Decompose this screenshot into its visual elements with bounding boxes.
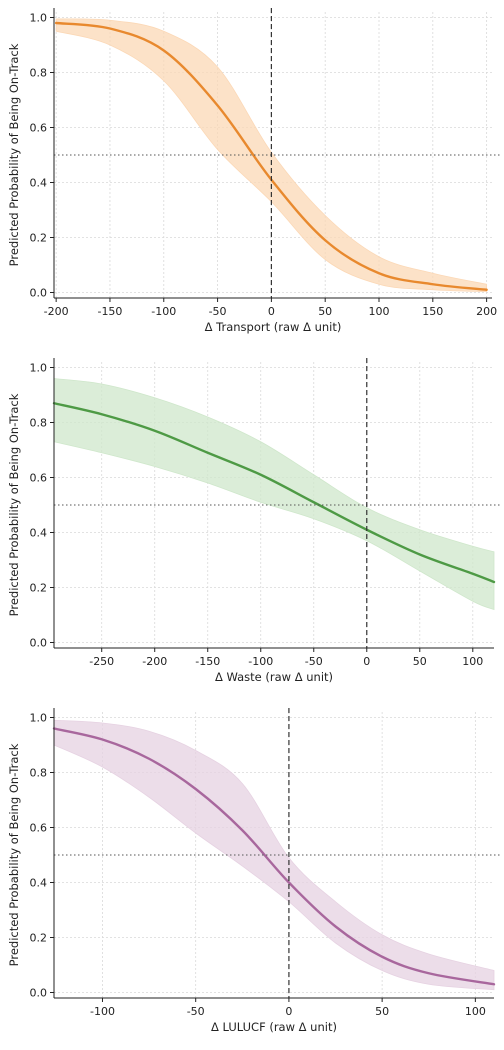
x-tick-label: 50 xyxy=(318,305,332,318)
y-tick-label: 0.6 xyxy=(30,122,48,135)
y-tick-label: 0.4 xyxy=(30,177,48,190)
x-tick-label: 0 xyxy=(285,1005,292,1018)
x-tick-label: -50 xyxy=(209,305,227,318)
y-tick-label: 0.8 xyxy=(30,417,48,430)
y-tick-label: 0.0 xyxy=(30,987,48,1000)
y-tick-label: 1.0 xyxy=(30,362,48,375)
y-tick-label: 0.2 xyxy=(30,232,48,245)
y-tick-label: 0.0 xyxy=(30,637,48,650)
y-tick-label: 0.6 xyxy=(30,472,48,485)
x-tick-label: 200 xyxy=(476,305,497,318)
y-axis-label: Predicted Probability of Being On-Track xyxy=(7,393,21,616)
x-tick-label: -100 xyxy=(90,1005,115,1018)
y-tick-label: 0.2 xyxy=(30,582,48,595)
x-axis-label: Δ LULUCF (raw Δ unit) xyxy=(211,1020,337,1034)
x-tick-label: -100 xyxy=(248,655,273,668)
x-tick-label: -150 xyxy=(195,655,220,668)
y-tick-label: 1.0 xyxy=(30,712,48,725)
y-tick-label: 0.4 xyxy=(30,527,48,540)
chart-waste: -250 -200 -150 -100 -50 0 50 100 0.0 0.2 0.4 0.6 0.8… xyxy=(7,358,502,684)
y-tick-label: 1.0 xyxy=(30,12,48,25)
x-tick-label: -200 xyxy=(44,305,69,318)
x-tick-label: -50 xyxy=(305,655,323,668)
x-tick-label: 100 xyxy=(369,305,390,318)
x-tick-label: 100 xyxy=(462,655,483,668)
grid xyxy=(54,12,492,298)
grid xyxy=(54,712,494,998)
x-tick-label: 150 xyxy=(422,305,443,318)
x-tick-label: -250 xyxy=(89,655,114,668)
series-line xyxy=(52,727,496,986)
x-tick-label: -200 xyxy=(142,655,167,668)
x-axis-label: Δ Waste (raw Δ unit) xyxy=(215,670,333,684)
confidence-band xyxy=(53,378,495,611)
x-tick-label: 50 xyxy=(375,1005,389,1018)
y-tick-label: 0.4 xyxy=(30,877,48,890)
chart-lulucf: -100 -50 0 50 100 0.0 0.2 0.4 0.6 0.8 1.0 Δ LULUCF … xyxy=(7,708,502,1034)
y-tick-label: 0.8 xyxy=(30,767,48,780)
y-tick-label: 0.0 xyxy=(30,287,48,300)
x-tick-label: -150 xyxy=(97,305,122,318)
x-tick-label: -50 xyxy=(187,1005,205,1018)
y-axis-label: Predicted Probability of Being On-Track xyxy=(7,743,21,966)
y-tick-label: 0.8 xyxy=(30,67,48,80)
x-axis-label: Δ Transport (raw Δ unit) xyxy=(205,320,342,334)
x-tick-label: -100 xyxy=(151,305,176,318)
y-tick-label: 0.2 xyxy=(30,932,48,945)
x-tick-label: 0 xyxy=(268,305,275,318)
series-line xyxy=(52,402,496,584)
x-tick-label: 100 xyxy=(465,1005,486,1018)
x-tick-label: 0 xyxy=(363,655,370,668)
y-tick-label: 0.6 xyxy=(30,822,48,835)
x-tick-label: 50 xyxy=(413,655,427,668)
chart-transport: -200 -150 -100 -50 0 50 100 150 200 0.0 0.2 0.4 0.6 0… xyxy=(7,8,500,334)
y-axis-label: Predicted Probability of Being On-Track xyxy=(7,43,21,266)
